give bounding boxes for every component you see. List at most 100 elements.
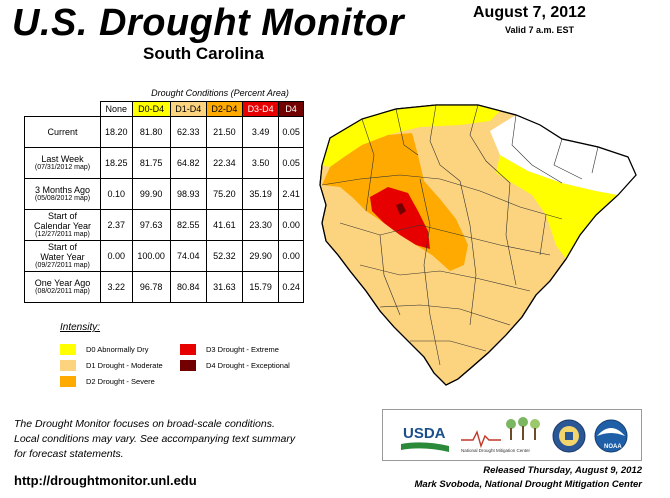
legend-swatch-d3 xyxy=(180,343,196,355)
row-label-sub: (12/27/2011 map) xyxy=(35,231,90,239)
table-row-calendar-year: Start of Calendar Year (12/27/2011 map) 2.… xyxy=(24,209,304,241)
table-cell: 18.25 xyxy=(100,147,133,179)
table-cell: 31.63 xyxy=(205,271,244,303)
noaa-logo: NOAA xyxy=(594,419,628,453)
table-cell: 2.41 xyxy=(278,178,304,210)
col-header-d2: D2-D4 xyxy=(205,101,244,117)
table-cell: 15.79 xyxy=(241,271,280,303)
row-label-sub: (09/27/2011 map) xyxy=(35,262,90,270)
legend-label-d4: D4 Drought - Exceptional xyxy=(206,360,290,370)
legend-item-d2: D2 Drought - Severe xyxy=(60,375,155,387)
d0-upstate-area xyxy=(322,105,500,167)
legend-item-d4: D4 Drought - Exceptional xyxy=(180,359,290,371)
ndmc-logo: National Drought Mitigation Center xyxy=(461,417,540,453)
col-header-d4: D4 xyxy=(278,101,304,117)
row-label-text: Start of xyxy=(47,241,77,252)
col-header-d1: D1-D4 xyxy=(169,101,207,117)
table-cell: 64.82 xyxy=(169,147,207,179)
legend-swatch-d4 xyxy=(180,359,196,371)
county-boundaries xyxy=(321,104,599,366)
row-label: Current xyxy=(24,116,101,148)
drought-conditions-table: None D0-D4 D1-D4 D2-D4 D3-D4 D4 Current … xyxy=(24,101,304,303)
table-cell: 82.55 xyxy=(169,209,207,241)
d4-exceptional-area xyxy=(396,203,406,215)
col-header-none: None xyxy=(100,101,133,117)
table-cell: 3.50 xyxy=(241,147,280,179)
table-cell: 96.78 xyxy=(131,271,171,303)
table-cell: 22.34 xyxy=(205,147,244,179)
legend-item-d3: D3 Drought - Extreme xyxy=(180,343,279,355)
row-label-text-2: Calendar Year xyxy=(33,220,92,231)
row-label-sub: (08/02/2011 map) xyxy=(35,288,90,296)
footer-note: The Drought Monitor focuses on broad-sca… xyxy=(14,417,334,463)
legend-swatch-d2 xyxy=(60,375,76,387)
state-name: South Carolina xyxy=(143,44,264,63)
row-label-sub: (07/31/2012 map) xyxy=(34,164,91,172)
row-label: 3 Months Ago (05/08/2012 map) xyxy=(24,178,101,210)
table-cell: 0.10 xyxy=(100,178,133,210)
legend-label-d2: D2 Drought - Severe xyxy=(86,376,155,386)
table-caption: Drought Conditions (Percent Area) xyxy=(151,88,289,98)
table-row-one-year: One Year Ago (08/02/2011 map) 3.22 96.78 … xyxy=(24,271,304,303)
table-cell: 23.30 xyxy=(241,209,280,241)
note-line-3: for forecast statements. xyxy=(14,448,124,461)
table-cell: 18.20 xyxy=(100,116,133,148)
d0-pee-dee-area xyxy=(496,155,618,259)
table-cell: 62.33 xyxy=(169,116,207,148)
legend-label-d3: D3 Drought - Extreme xyxy=(206,344,279,354)
table-cell: 97.63 xyxy=(131,209,171,241)
legend-swatch-d1 xyxy=(60,359,76,371)
release-info: Released Thursday, August 9, 2012 xyxy=(483,465,642,476)
table-cell: 98.93 xyxy=(169,178,207,210)
row-label-text: 3 Months Ago xyxy=(34,184,91,195)
table-header-row: None D0-D4 D1-D4 D2-D4 D3-D4 D4 xyxy=(24,101,304,117)
map-date: August 7, 2012 xyxy=(473,4,586,21)
drought-monitor-link[interactable]: http://droughtmonitor.unl.edu xyxy=(14,473,197,488)
logos-svg: USDA National Drought Mitigation Center … xyxy=(401,417,628,453)
table-cell: 21.50 xyxy=(205,116,244,148)
note-line-2: Local conditions may vary. See accompany… xyxy=(14,433,296,446)
table-cell: 41.61 xyxy=(205,209,244,241)
table-cell: 2.37 xyxy=(100,209,133,241)
legend-label-d0: D0 Abnormally Dry xyxy=(86,344,149,354)
table-cell: 3.22 xyxy=(100,271,133,303)
table-cell: 74.04 xyxy=(169,240,207,272)
table-cell: 75.20 xyxy=(205,178,244,210)
table-cell: 52.32 xyxy=(205,240,244,272)
note-line-1: The Drought Monitor focuses on broad-sca… xyxy=(14,418,275,430)
table-cell: 80.84 xyxy=(169,271,207,303)
table-cell: 100.00 xyxy=(131,240,171,272)
legend-label-d1: D1 Drought - Moderate xyxy=(86,360,163,370)
partner-logos: USDA National Drought Mitigation Center … xyxy=(382,409,642,461)
noaa-logo-text: NOAA xyxy=(604,444,622,450)
legend-item-d1: D1 Drought - Moderate xyxy=(60,359,163,371)
table-row-current: Current 18.20 81.80 62.33 21.50 3.49 0.0… xyxy=(24,116,304,148)
usda-logo-text: USDA xyxy=(403,425,446,442)
south-carolina-drought-map xyxy=(319,104,637,386)
table-row-last-week: Last Week (07/31/2012 map) 18.25 81.75 64… xyxy=(24,147,304,179)
col-header-d3: D3-D4 xyxy=(241,101,280,117)
row-label: One Year Ago (08/02/2011 map) xyxy=(24,271,101,303)
table-row-water-year: Start of Water Year (09/27/2011 map) 0.00 … xyxy=(24,240,304,272)
usda-logo: USDA xyxy=(401,425,449,452)
col-header-d0: D0-D4 xyxy=(131,101,171,117)
ndmc-logo-text: National Drought Mitigation Center xyxy=(461,448,531,453)
table-cell: 29.90 xyxy=(241,240,280,272)
row-label-text: Current xyxy=(47,126,78,137)
row-label: Start of Water Year (09/27/2011 map) xyxy=(24,240,101,272)
table-row-3-months: 3 Months Ago (05/08/2012 map) 0.10 99.90 … xyxy=(24,178,304,210)
table-cell: 0.00 xyxy=(278,209,304,241)
legend-swatch-d0 xyxy=(60,343,76,355)
author-info: Mark Svoboda, National Drought Mitigatio… xyxy=(414,479,642,490)
table-cell: 0.00 xyxy=(100,240,133,272)
row-label-text-2: Water Year xyxy=(40,251,85,262)
d3-extreme-area xyxy=(370,187,430,249)
table-cell: 3.49 xyxy=(241,116,280,148)
state-border xyxy=(319,104,637,386)
row-label-text: One Year Ago xyxy=(34,277,91,288)
row-label-text: Start of xyxy=(47,210,77,221)
page-title: U.S. Drought Monitor xyxy=(12,2,405,44)
no-drought-area xyxy=(490,115,636,195)
legend-title: Intensity: xyxy=(60,322,101,333)
row-label-text: Last Week xyxy=(41,153,84,164)
